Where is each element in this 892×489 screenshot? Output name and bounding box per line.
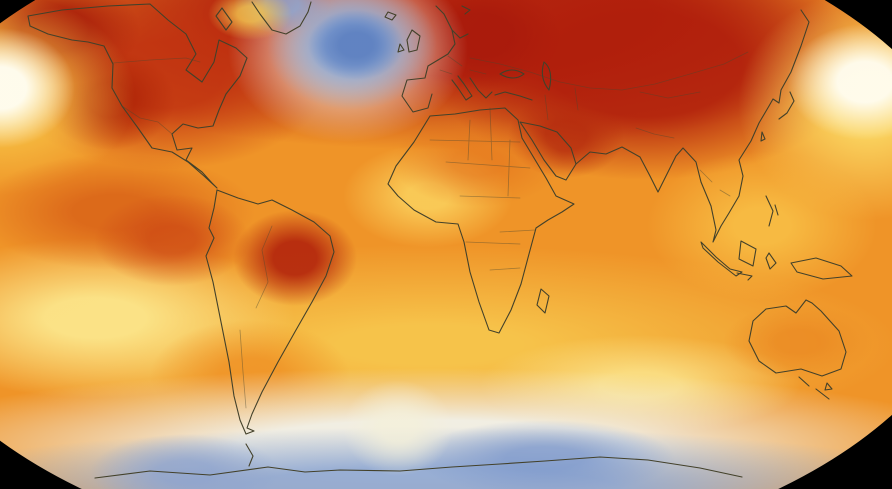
coastline-africa	[387, 107, 575, 334]
country-borders-group	[112, 51, 749, 409]
coastline-scandinavia	[435, 5, 469, 61]
coastline-tasmania	[824, 382, 833, 391]
coastline-new-guinea	[790, 257, 853, 280]
coastline-north-america	[27, 3, 248, 189]
coastline-madagascar	[536, 288, 550, 314]
coastline-italy	[451, 75, 473, 101]
border-brazil	[255, 225, 273, 309]
coastline-black-sea	[499, 69, 525, 79]
border-us-mexico	[121, 105, 173, 135]
coastline-group	[27, 1, 853, 479]
border-himalaya	[635, 127, 675, 139]
coastline-baffin-island	[215, 7, 233, 31]
border-argentina-chile	[239, 329, 247, 409]
coastline-taiwan	[760, 131, 766, 142]
coastline-south-america	[205, 189, 335, 435]
coastline-australia	[748, 299, 847, 377]
coastline-new-zealand	[798, 376, 830, 400]
coastline-japan	[778, 91, 795, 120]
borders-central-asia	[469, 51, 749, 121]
coastline-greece-balkans	[469, 77, 493, 99]
coastline-south-asia	[575, 9, 810, 243]
coastline-sulawesi	[765, 252, 777, 270]
coastline-arabia	[519, 121, 577, 181]
borders-europe	[439, 55, 487, 75]
coastline-antarctica	[94, 456, 743, 479]
borders-africa	[429, 107, 536, 271]
coastline-ireland	[397, 43, 405, 53]
coastline-antarctic-peninsula	[245, 443, 254, 467]
borders-se-asia	[699, 169, 731, 197]
border-us-canada	[112, 57, 201, 64]
coastline-svalbard	[461, 5, 471, 15]
coastline-philippines	[765, 195, 779, 227]
coastline-iberia	[401, 59, 439, 113]
coastline-sumatra-java	[700, 241, 753, 281]
coastline-united-kingdom	[406, 29, 421, 53]
coastline-iceland	[384, 11, 397, 21]
coastline-turkey	[494, 91, 533, 101]
coastline-borneo	[738, 240, 757, 267]
coastline-greenland	[251, 1, 312, 35]
coastline-caspian-sea	[541, 61, 552, 91]
